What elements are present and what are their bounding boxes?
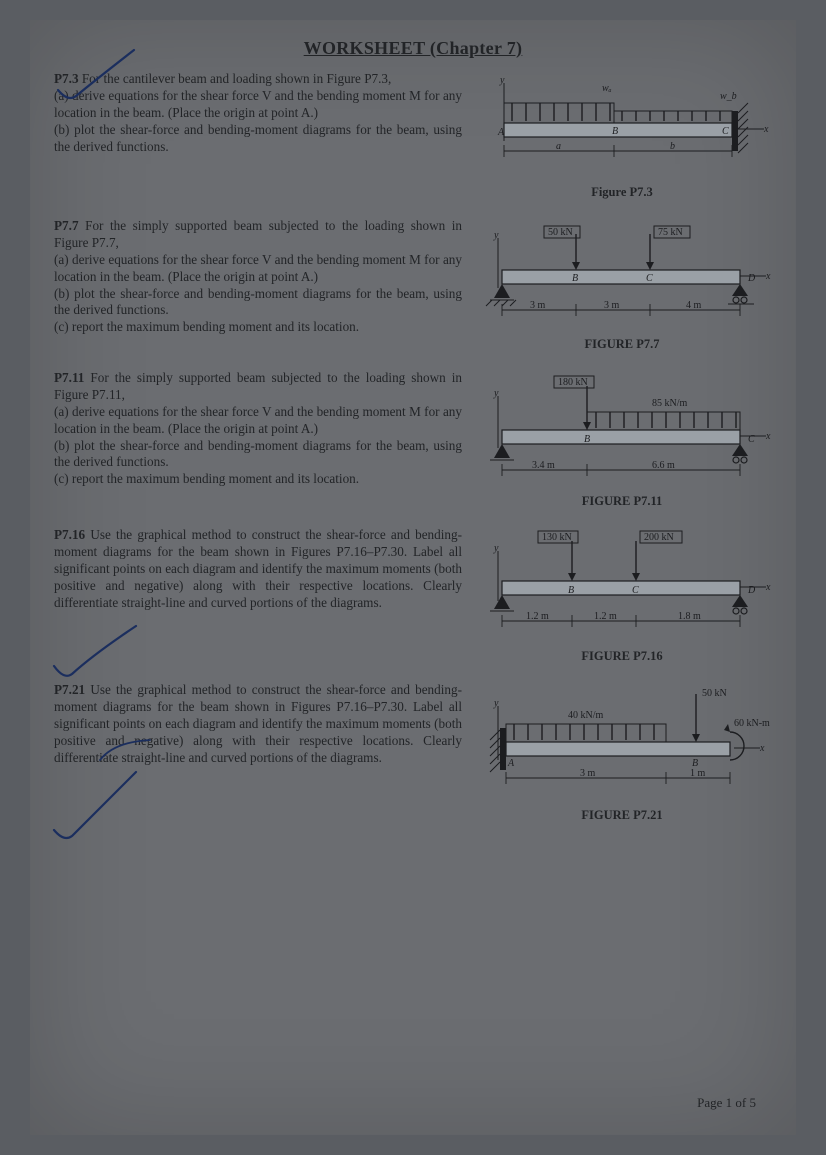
figure-p7-16: y x 130 kN 200 kN B C D A 1.2 m 1.2 m 1 — [472, 527, 772, 645]
p73-num: P7.3 — [54, 71, 79, 86]
svg-text:A: A — [497, 127, 505, 138]
figure-p7-11: y x 180 kN — [472, 370, 772, 490]
svg-text:B: B — [572, 273, 578, 284]
svg-text:y: y — [493, 230, 499, 241]
svg-text:3 m: 3 m — [530, 300, 546, 311]
svg-text:a: a — [556, 141, 561, 152]
p73-b: (b) plot the shear-force and bending-mom… — [54, 122, 462, 154]
svg-text:4 m: 4 m — [686, 300, 702, 311]
p721-text: P7.21 Use the graphical method to constr… — [54, 682, 472, 766]
svg-text:50 kN: 50 kN — [702, 688, 727, 699]
svg-text:C: C — [722, 126, 729, 137]
p711-a: (a) derive equations for the shear force… — [54, 404, 462, 436]
p77-num: P7.7 — [54, 218, 79, 233]
p721-caption: FIGURE P7.21 — [581, 808, 662, 823]
problem-p7-11: P7.11 For the simply supported beam subj… — [54, 370, 772, 509]
svg-text:y: y — [493, 698, 499, 709]
p711-b: (b) plot the shear-force and bending-mom… — [54, 438, 462, 470]
svg-text:B: B — [612, 126, 618, 137]
svg-text:1.8 m: 1.8 m — [678, 611, 701, 622]
worksheet-page: WORKSHEET (Chapter 7) P7.3 For the canti… — [30, 20, 796, 1135]
svg-text:b: b — [670, 141, 675, 152]
problem-p7-3: P7.3 For the cantilever beam and loading… — [54, 71, 772, 200]
p716-figure-col: y x 130 kN 200 kN B C D A 1.2 m 1.2 m 1 — [472, 527, 772, 664]
p77-figure-col: y x 50 kN 75 kN B C A D — [472, 218, 772, 352]
p73-text: P7.3 For the cantilever beam and loading… — [54, 71, 472, 155]
svg-text:wₐ: wₐ — [602, 83, 612, 94]
svg-text:y: y — [493, 543, 499, 554]
p73-figure-col: y x wₐ — [472, 71, 772, 200]
svg-text:A: A — [507, 758, 515, 769]
svg-text:B: B — [584, 434, 590, 445]
svg-text:y: y — [499, 75, 505, 86]
p711-figure-col: y x 180 kN — [472, 370, 772, 509]
svg-text:1 m: 1 m — [690, 768, 706, 779]
figure-p7-21: y x — [472, 682, 772, 804]
p711-num: P7.11 — [54, 370, 84, 385]
p711-c: (c) report the maximum bending moment an… — [54, 471, 359, 486]
page-number: Page 1 of 5 — [697, 1095, 756, 1111]
p716-intro: Use the graphical method to construct th… — [54, 527, 462, 610]
p77-caption: FIGURE P7.7 — [585, 337, 660, 352]
p73-caption: Figure P7.3 — [591, 185, 653, 200]
svg-text:3 m: 3 m — [604, 300, 620, 311]
p77-text: P7.7 For the simply supported beam subje… — [54, 218, 472, 336]
p77-c: (c) report the maximum bending moment an… — [54, 319, 359, 334]
svg-text:D: D — [747, 585, 756, 596]
p716-text: P7.16 Use the graphical method to constr… — [54, 527, 472, 611]
problem-p7-21: P7.21 Use the graphical method to constr… — [54, 682, 772, 823]
p73-intro: For the cantilever beam and loading show… — [79, 71, 392, 86]
svg-text:6.6 m: 6.6 m — [652, 460, 675, 471]
p77-b: (b) plot the shear-force and bending-mom… — [54, 286, 462, 318]
problem-p7-16: P7.16 Use the graphical method to constr… — [54, 527, 772, 664]
svg-text:x: x — [765, 431, 771, 442]
p721-figure-col: y x — [472, 682, 772, 823]
svg-text:x: x — [763, 124, 769, 135]
svg-text:x: x — [765, 271, 771, 282]
figure-p7-3: y x wₐ — [472, 71, 772, 181]
p711-intro: For the simply supported beam subjected … — [54, 370, 462, 402]
svg-text:40 kN/m: 40 kN/m — [568, 710, 604, 721]
svg-text:85 kN/m: 85 kN/m — [652, 398, 688, 409]
svg-text:1.2 m: 1.2 m — [594, 611, 617, 622]
svg-text:x: x — [765, 582, 771, 593]
p721-intro: Use the graphical method to construct th… — [54, 682, 462, 765]
svg-text:C: C — [646, 273, 653, 284]
svg-text:B: B — [568, 585, 574, 596]
svg-text:C: C — [748, 434, 755, 445]
problem-p7-7: P7.7 For the simply supported beam subje… — [54, 218, 772, 352]
svg-text:130 kN: 130 kN — [542, 532, 572, 543]
svg-text:180 kN: 180 kN — [558, 377, 588, 388]
p711-text: P7.11 For the simply supported beam subj… — [54, 370, 472, 488]
p716-num: P7.16 — [54, 527, 85, 542]
figure-p7-7: y x 50 kN 75 kN B C A D — [472, 218, 772, 333]
p716-caption: FIGURE P7.16 — [581, 649, 662, 664]
svg-text:C: C — [632, 585, 639, 596]
svg-text:200 kN: 200 kN — [644, 532, 674, 543]
svg-text:x: x — [759, 743, 765, 754]
svg-text:3.4 m: 3.4 m — [532, 460, 555, 471]
svg-text:y: y — [493, 388, 499, 399]
svg-text:w_b: w_b — [720, 91, 737, 102]
page-title: WORKSHEET (Chapter 7) — [54, 38, 772, 59]
p77-a: (a) derive equations for the shear force… — [54, 252, 462, 284]
svg-text:D: D — [747, 273, 756, 284]
svg-text:75 kN: 75 kN — [658, 227, 683, 238]
svg-text:3 m: 3 m — [580, 768, 596, 779]
svg-text:60 kN-m: 60 kN-m — [734, 718, 770, 729]
p77-intro: For the simply supported beam subjected … — [54, 218, 462, 250]
svg-text:1.2 m: 1.2 m — [526, 611, 549, 622]
p721-num: P7.21 — [54, 682, 85, 697]
svg-text:50 kN: 50 kN — [548, 227, 573, 238]
p73-a: (a) derive equations for the shear force… — [54, 88, 462, 120]
p711-caption: FIGURE P7.11 — [582, 494, 663, 509]
